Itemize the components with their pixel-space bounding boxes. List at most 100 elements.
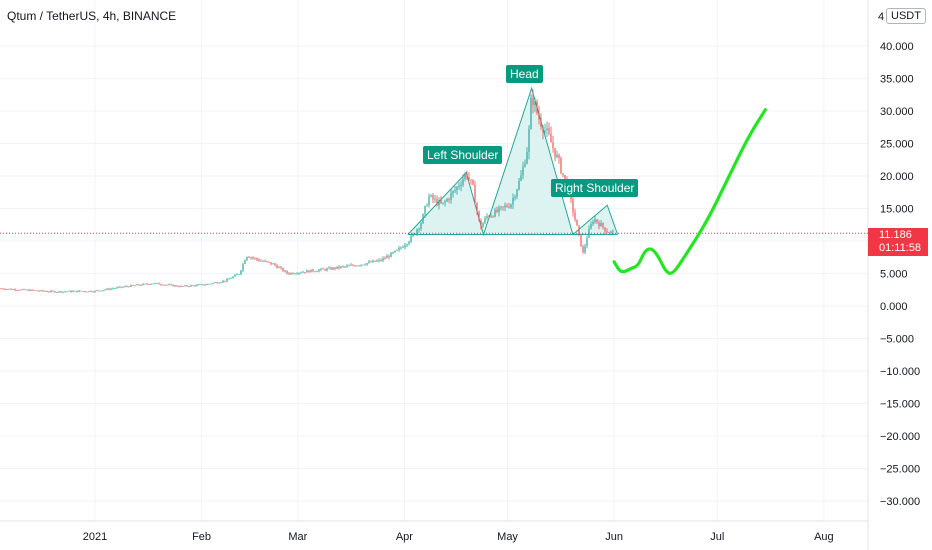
candle-body: [438, 200, 440, 206]
candle-body: [286, 270, 288, 274]
candle-body: [236, 274, 238, 276]
candle-body: [148, 284, 150, 285]
candle-body: [308, 270, 310, 273]
candle-body: [332, 267, 334, 270]
candle-body: [34, 290, 36, 292]
candle-body: [52, 290, 54, 292]
candle-body: [230, 278, 232, 280]
candle-body: [110, 288, 112, 290]
candle-body: [580, 233, 582, 247]
pattern-fill: [407, 88, 618, 235]
currency-badge[interactable]: USDT: [886, 8, 926, 24]
candle-body: [190, 285, 192, 287]
candle-body: [422, 214, 424, 224]
candle-body: [44, 291, 46, 292]
candle-body: [334, 267, 336, 269]
candle-body: [50, 290, 52, 292]
candle-body: [284, 270, 286, 272]
candle-body: [16, 290, 18, 291]
candle-body: [146, 283, 148, 285]
candle-body: [56, 292, 58, 293]
right-shoulder-annotation[interactable]: Right Shoulder: [551, 179, 639, 197]
candle-body: [124, 286, 126, 288]
candle-body: [24, 289, 26, 290]
candle-body: [340, 266, 342, 269]
candle-body: [114, 288, 116, 290]
candle-body: [302, 272, 304, 273]
candle-body: [460, 184, 462, 187]
candle-body: [232, 276, 234, 279]
candle-body: [528, 129, 530, 152]
x-tick-label: May: [497, 531, 518, 543]
candle-body: [104, 289, 106, 291]
candle-body: [202, 284, 204, 286]
candle-body: [130, 285, 132, 287]
candle-body: [298, 272, 300, 274]
candle-body: [490, 216, 492, 218]
candle-body: [36, 290, 38, 292]
candle-body: [248, 256, 250, 258]
candle-body: [394, 250, 396, 253]
chart-title: Qtum / TetherUS, 4h, BINANCE: [7, 9, 177, 23]
candle-body: [282, 267, 284, 272]
candle-body: [572, 199, 574, 213]
candle-body: [516, 189, 518, 197]
candle-body: [356, 265, 358, 267]
candle-body: [204, 284, 206, 286]
candle-body: [260, 260, 262, 262]
candle-body: [4, 289, 6, 290]
candle-body: [604, 227, 606, 232]
head-annotation[interactable]: Head: [506, 65, 543, 83]
candle-body: [482, 223, 484, 228]
candle-body: [496, 209, 498, 213]
candle-body: [346, 265, 348, 267]
candle-body: [76, 290, 78, 292]
candle-body: [524, 163, 526, 167]
candle-body: [66, 291, 68, 293]
candle-body: [506, 205, 508, 207]
candle-body: [184, 285, 186, 287]
candle-body: [268, 261, 270, 263]
candle-body: [176, 285, 178, 287]
candle-body: [600, 222, 602, 227]
candle-body: [280, 267, 282, 269]
candle-body: [534, 101, 536, 106]
candle-body: [160, 284, 162, 286]
candle-body: [240, 270, 242, 275]
candle-body: [74, 290, 76, 292]
candle-body: [548, 128, 550, 134]
candle-body: [550, 133, 552, 143]
candle-body: [186, 285, 188, 287]
candle-body: [20, 289, 22, 291]
candle-body: [336, 266, 338, 269]
candle-body: [322, 268, 324, 270]
candle-body: [292, 272, 294, 274]
candle-body: [602, 222, 604, 228]
pattern-outline: [407, 86, 619, 237]
candle-body: [270, 262, 272, 265]
candle-body: [508, 206, 510, 208]
candle-body: [442, 202, 444, 204]
candle-body: [432, 195, 434, 200]
x-tick-label: Jun: [605, 531, 623, 543]
candle-body: [536, 101, 538, 114]
candle-body: [538, 113, 540, 120]
candle-body: [436, 198, 438, 206]
candle-body: [370, 261, 372, 263]
candle-body: [54, 291, 56, 293]
candle-body: [398, 247, 400, 250]
left-shoulder-annotation[interactable]: Left Shoulder: [423, 146, 503, 164]
candle-body: [416, 229, 418, 234]
candle-body: [544, 130, 546, 133]
candle-body: [380, 259, 382, 261]
candle-body: [262, 260, 264, 262]
candle-body: [188, 286, 190, 288]
candle-body: [266, 261, 268, 262]
candle-body: [212, 282, 214, 284]
candle-body: [6, 289, 8, 290]
candle-body: [86, 291, 88, 293]
candle-body: [154, 283, 156, 284]
x-tick-label: Aug: [814, 531, 834, 543]
candle-body: [180, 286, 182, 287]
